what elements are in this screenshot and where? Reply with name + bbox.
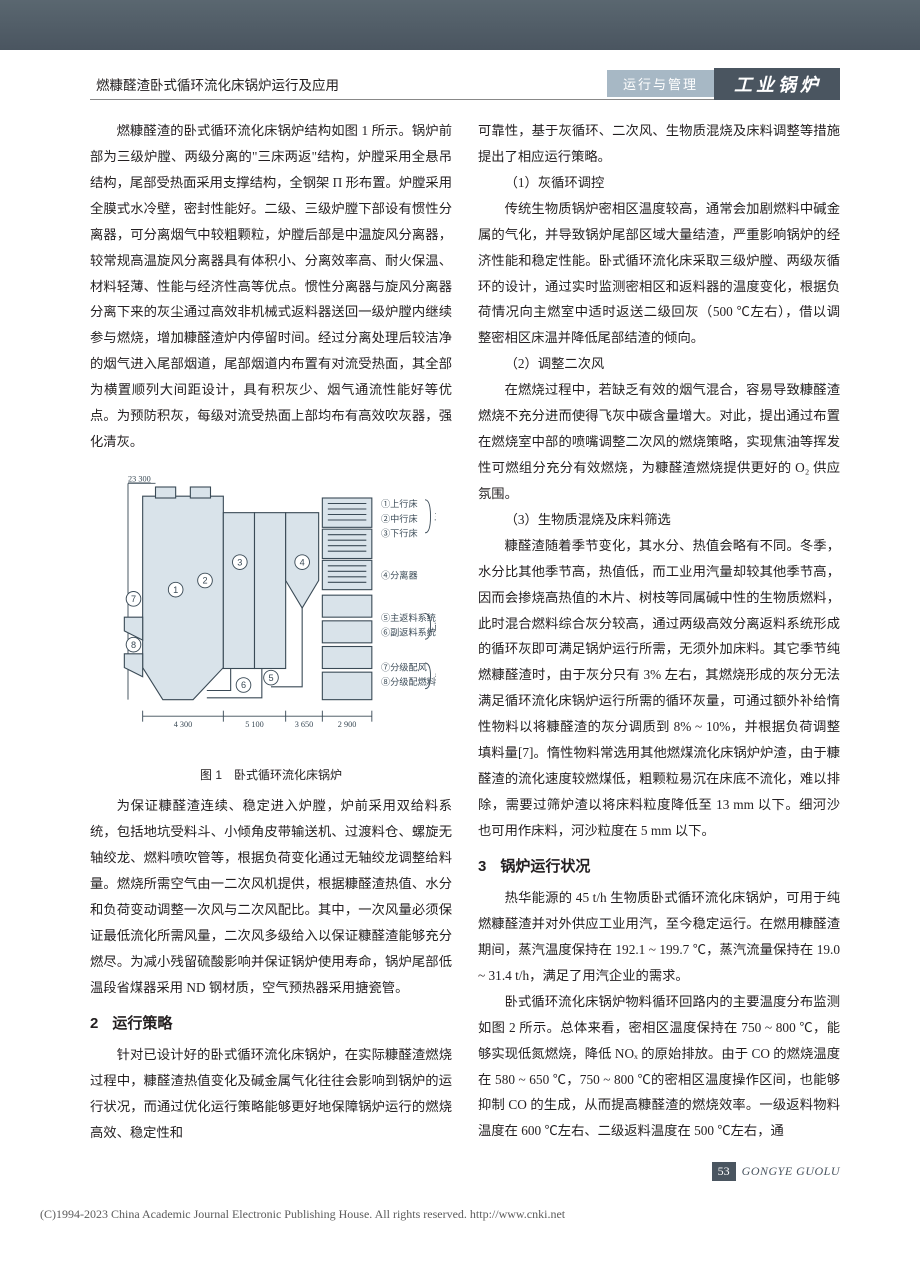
svg-text:8: 8	[131, 640, 136, 650]
left-column: 燃糠醛渣的卧式循环流化床锅炉结构如图 1 所示。锅炉前部为三级炉膛、两级分离的"…	[90, 118, 452, 1146]
svg-text:2: 2	[202, 576, 207, 586]
sub-heading: （1）灰循环调控	[478, 170, 840, 196]
heading-text: 运行策略	[112, 1015, 172, 1032]
heading-text: 锅炉运行状况	[500, 858, 590, 875]
para: 卧式循环流化床锅炉物料循环回路内的主要温度分布监测如图 2 所示。总体来看，密相…	[478, 989, 840, 1145]
header-row: 燃糠醛渣卧式循环流化床锅炉运行及应用 运行与管理 工业锅炉	[90, 68, 840, 100]
sub-heading: （2）调整二次风	[478, 351, 840, 377]
para: 为保证糠醛渣连续、稳定进入炉膛，炉前采用双给料系统，包括地坑受料斗、小倾角皮带输…	[90, 793, 452, 1000]
page-number: 53	[712, 1162, 736, 1181]
fig-label: ④分离器	[381, 570, 418, 581]
fig-dim: 5 100	[245, 720, 264, 729]
para: 热华能源的 45 t/h 生物质卧式循环流化床锅炉，可用于纯燃糠醛渣并对外供应工…	[478, 885, 840, 989]
figure-1-caption: 图 1 卧式循环流化床锅炉	[90, 764, 452, 787]
page-area: 燃糠醛渣卧式循环流化床锅炉运行及应用 运行与管理 工业锅炉 燃糠醛渣的卧式循环流…	[0, 68, 920, 1181]
svg-text:1: 1	[173, 585, 178, 595]
boiler-diagram: 23 300	[106, 463, 436, 753]
svg-text:6: 6	[241, 680, 246, 690]
section-2-heading: 2 运行策略	[90, 1009, 452, 1038]
fig-label: ⑤主返料系统	[381, 612, 436, 623]
para: 糠醛渣随着季节变化，其水分、热值会略有不同。冬季，水分比其他季节高，热值低，而工…	[478, 533, 840, 844]
heading-number: 3	[478, 858, 486, 875]
fig-label: ⑥副返料系统	[381, 626, 436, 637]
fig-label: ①上行床	[381, 498, 418, 509]
sub-heading: （3）生物质混烧及床料筛选	[478, 507, 840, 533]
copyright-line: (C)1994-2023 China Academic Journal Elec…	[0, 1181, 920, 1240]
para: 针对已设计好的卧式循环流化床锅炉，在实际糠醛渣燃烧过程中，糠醛渣热值变化及碱金属…	[90, 1042, 452, 1146]
para: 可靠性，基于灰循环、二次风、生物质混烧及床料调整等措施提出了相应运行策略。	[478, 118, 840, 170]
svg-text:7: 7	[131, 594, 136, 604]
figure-1: 23 300	[90, 463, 452, 787]
two-column-content: 燃糠醛渣的卧式循环流化床锅炉结构如图 1 所示。锅炉前部为三级炉膛、两级分离的"…	[90, 118, 840, 1146]
svg-text:5: 5	[268, 673, 273, 683]
fig-dim: 4 300	[174, 720, 193, 729]
para: 燃糠醛渣的卧式循环流化床锅炉结构如图 1 所示。锅炉前部为三级炉膛、两级分离的"…	[90, 118, 452, 455]
section-badge: 运行与管理	[607, 70, 714, 97]
journal-pinyin: GONGYE GUOLU	[742, 1164, 840, 1179]
article-title: 燃糠醛渣卧式循环流化床锅炉运行及应用	[90, 74, 607, 94]
svg-text:3: 3	[237, 557, 242, 567]
top-bar	[0, 0, 920, 50]
fig-label: ⑧分级配燃料	[381, 676, 436, 687]
fig-dim: 3 650	[295, 720, 314, 729]
fig-group: 三床	[434, 511, 436, 522]
journal-label: 工业锅炉	[714, 68, 840, 100]
svg-text:4: 4	[300, 557, 305, 567]
fig-label: ②中行床	[381, 513, 418, 524]
fig-group: 多分级	[434, 670, 436, 681]
right-column: 可靠性，基于灰循环、二次风、生物质混烧及床料调整等措施提出了相应运行策略。 （1…	[478, 118, 840, 1146]
fig-label: ③下行床	[381, 527, 418, 538]
para: 在燃烧过程中，若缺乏有效的烟气混合，容易导致糠醛渣燃烧不充分进而使得飞灰中碳含量…	[478, 377, 840, 507]
para: 传统生物质锅炉密相区温度较高，通常会加剧燃料中碱金属的气化，并导致锅炉尾部区域大…	[478, 196, 840, 352]
fig-label: ⑦分级配风	[381, 661, 427, 672]
fig-dim: 2 900	[338, 720, 357, 729]
heading-number: 2	[90, 1015, 98, 1032]
section-3-heading: 3 锅炉运行状况	[478, 852, 840, 881]
dim-height: 23 300	[128, 474, 151, 483]
footer-row: 53 GONGYE GUOLU	[90, 1162, 840, 1181]
fig-group: 两返	[434, 621, 436, 632]
